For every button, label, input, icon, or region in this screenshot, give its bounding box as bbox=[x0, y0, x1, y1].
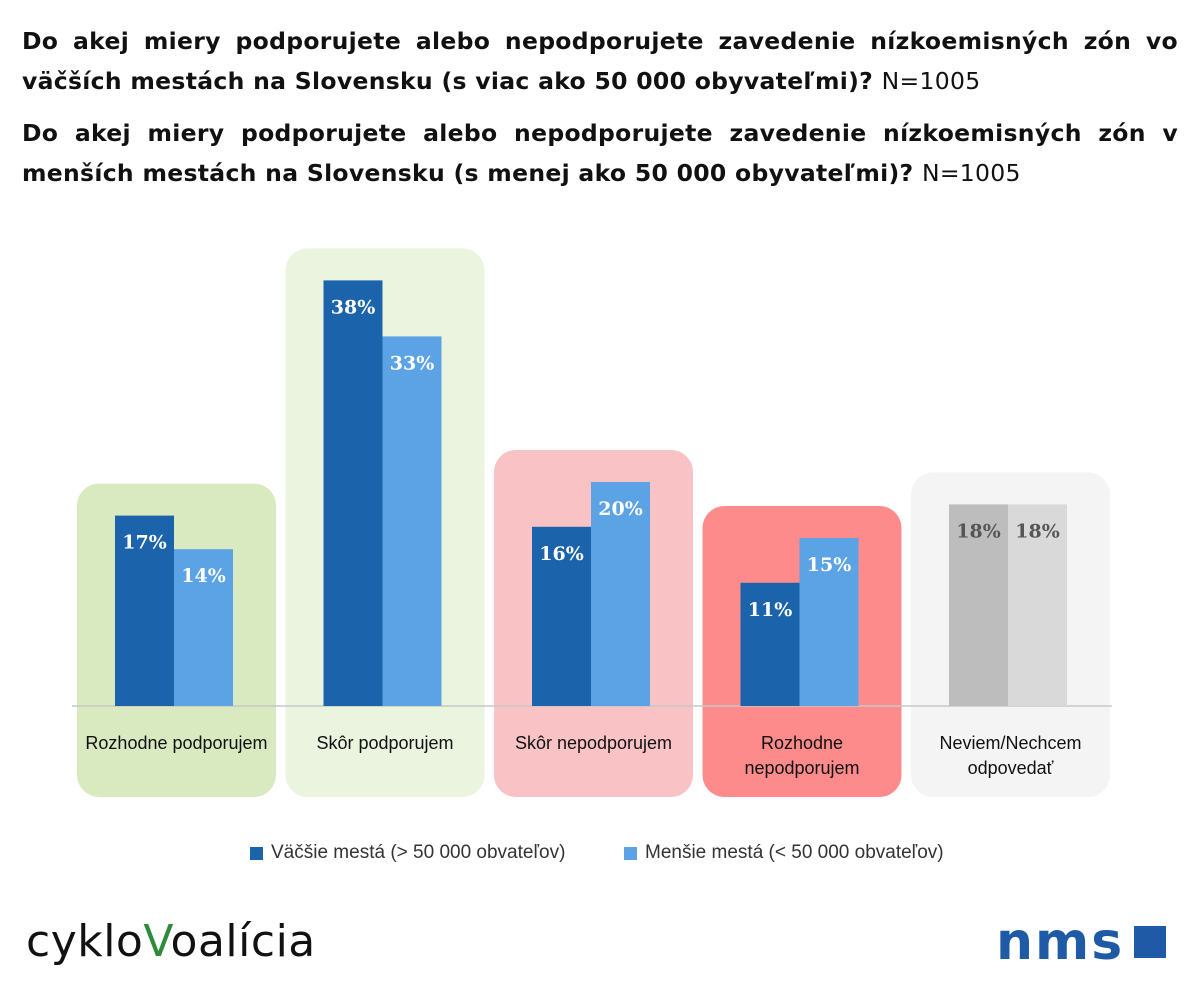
question-1-sample-size: N=1005 bbox=[881, 67, 981, 95]
data-label-1-4: 18% bbox=[1015, 520, 1060, 542]
data-label-1-1: 33% bbox=[390, 352, 435, 374]
legend-label-small-cities: Menšie mestá (< 50 000 obvateľov) bbox=[645, 842, 944, 863]
legend-label-large-cities: Väčšie mestá (> 50 000 obvateľov) bbox=[271, 842, 566, 863]
legend-item-large-cities: Väčšie mestá (> 50 000 obvateľov) bbox=[250, 842, 565, 864]
bar-1-3 bbox=[799, 538, 859, 706]
bar-0-3 bbox=[740, 582, 800, 706]
bar-0-1 bbox=[323, 280, 383, 706]
cyklokoalicia-logo: cykloVoalícia bbox=[26, 916, 316, 967]
question-2-text: Do akej miery podporujete alebo nepodpor… bbox=[22, 119, 1178, 187]
bar-0-4 bbox=[949, 504, 1008, 706]
bar-chart: 17% 14% Rozhodne podporujem 38% 33% Skôr podp… bbox=[72, 248, 1112, 797]
data-label-1-3: 15% bbox=[807, 554, 852, 576]
bar-1-4 bbox=[1008, 504, 1067, 706]
category-label-0: Rozhodne podporujem bbox=[85, 733, 267, 753]
data-label-1-2: 20% bbox=[598, 498, 643, 520]
question-1-text: Do akej miery podporujete alebo nepodpor… bbox=[22, 27, 1178, 95]
data-label-0-3: 11% bbox=[748, 599, 793, 621]
legend-item-small-cities: Menšie mestá (< 50 000 obvateľov) bbox=[624, 842, 944, 864]
question-2: Do akej miery podporujete alebo nepodpor… bbox=[22, 113, 1178, 193]
nms-logo: nms bbox=[996, 912, 1167, 972]
bar-0-0 bbox=[115, 515, 174, 706]
category-label-2: Skôr nepodporujem bbox=[515, 733, 672, 753]
data-label-0-4: 18% bbox=[956, 520, 1001, 542]
legend-swatch-small-cities bbox=[624, 846, 637, 860]
bar-1-2 bbox=[591, 482, 650, 706]
category-label-1: Skôr podporujem bbox=[316, 733, 453, 753]
category-label-3-line-1: nepodporujem bbox=[744, 758, 859, 778]
question-1: Do akej miery podporujete alebo nepodpor… bbox=[22, 21, 1178, 101]
data-label-0-1: 38% bbox=[331, 296, 376, 318]
bar-1-0 bbox=[174, 549, 233, 706]
nms-logo-square bbox=[1134, 926, 1167, 958]
data-label-0-2: 16% bbox=[539, 543, 584, 565]
data-label-1-0: 14% bbox=[181, 565, 226, 587]
legend-swatch-large-cities bbox=[250, 846, 263, 860]
category-label-4-line-0: Neviem/Nechcem bbox=[939, 733, 1081, 753]
chart-legend: Väčšie mestá (> 50 000 obvateľov) Menšie… bbox=[0, 842, 1200, 868]
data-label-0-0: 17% bbox=[122, 532, 167, 554]
bar-0-2 bbox=[532, 526, 591, 706]
question-2-sample-size: N=1005 bbox=[921, 159, 1021, 187]
category-label-3-line-0: Rozhodne bbox=[761, 733, 843, 753]
bar-1-1 bbox=[382, 336, 442, 706]
category-label-4-line-1: odpovedať bbox=[968, 758, 1054, 778]
